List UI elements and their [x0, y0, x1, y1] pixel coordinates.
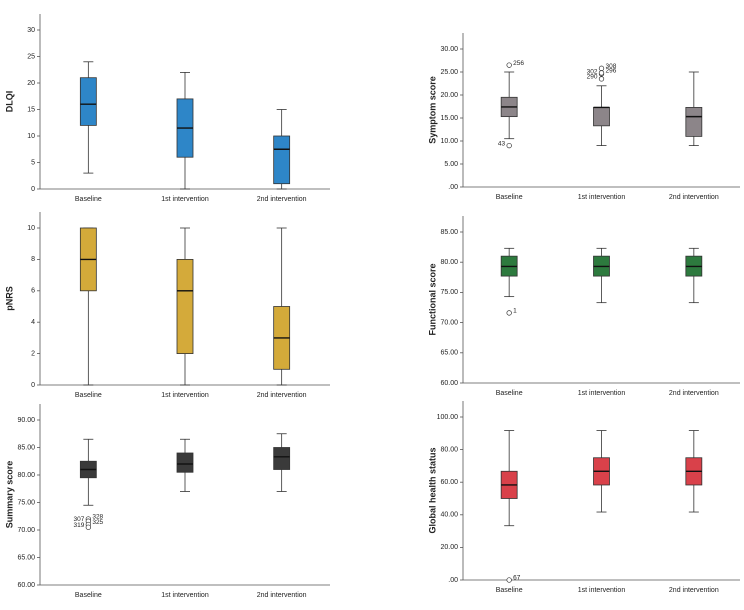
x-tick-label: 1st intervention: [161, 592, 209, 599]
y-tick-label: 90.00: [17, 417, 35, 424]
x-tick-label: 1st intervention: [578, 390, 626, 397]
outlier: [598, 70, 605, 76]
outlier-label: 290: [587, 74, 598, 81]
x-tick-label: 1st intervention: [161, 196, 209, 203]
x-tick-label: 2nd intervention: [669, 390, 719, 397]
outlier-label: 307: [73, 516, 84, 523]
y-tick-label: 10.00: [440, 138, 458, 145]
y-tick-label: 65.00: [17, 554, 35, 561]
y-tick-label: 85.00: [17, 444, 35, 451]
y-tick-label: 80.00: [440, 446, 458, 453]
y-tick-label: 20.00: [440, 544, 458, 551]
y-axis-label: Global health status: [427, 447, 437, 533]
outlier-label: 325: [92, 519, 103, 526]
x-tick-label: Baseline: [496, 587, 523, 594]
x-tick-label: Baseline: [496, 390, 523, 397]
outlier-label: 302: [587, 69, 598, 76]
box-plot: Summary score 60.00 65.00 70.00 75.00 80.00 85…: [4, 404, 330, 599]
y-tick-label: 70.00: [17, 527, 35, 534]
x-tick-label: Baseline: [75, 196, 102, 203]
outlier-label: 256: [513, 60, 524, 67]
outlier-label: 1: [513, 308, 517, 315]
box: [685, 107, 703, 137]
y-axis-label: Summary score: [4, 461, 14, 529]
y-tick-label: 25.00: [440, 69, 458, 76]
outlier: [506, 310, 512, 316]
outlier-label: 308: [606, 63, 617, 70]
x-tick-label: 2nd intervention: [257, 592, 307, 599]
y-tick-label: 60.00: [17, 582, 35, 589]
outlier-label: 328: [92, 514, 103, 521]
outlier: [506, 577, 512, 583]
y-tick-label: .00: [448, 184, 458, 191]
box: [593, 107, 610, 127]
y-axis-label: DLQI: [4, 91, 14, 113]
y-tick-label: 0: [31, 382, 35, 389]
x-tick-label: Baseline: [75, 392, 102, 399]
y-tick-label: 20.00: [440, 92, 458, 99]
y-axis-label: Symptom score: [427, 76, 437, 144]
y-tick-label: 15.00: [440, 115, 458, 122]
outlier: [506, 62, 512, 68]
box: [176, 258, 194, 354]
box-plot: Symptom score .00 5.00 10.00 15.00 20.00 25.00…: [427, 33, 740, 201]
y-tick-label: 75.00: [440, 289, 458, 296]
outlier-label: 67: [513, 575, 521, 582]
y-tick-label: 20: [27, 80, 35, 87]
x-tick-label: 1st intervention: [578, 194, 626, 201]
outlier-label: 43: [498, 140, 506, 147]
box-plot: pNRS 0 2 4 6 8 10 Baseline 1st intervention 2nd i…: [4, 212, 330, 399]
y-tick-label: 15: [27, 106, 35, 113]
y-tick-label: 40.00: [440, 512, 458, 519]
outlier: [598, 65, 605, 71]
y-axis-label: pNRS: [4, 286, 14, 311]
y-tick-label: 30: [27, 27, 35, 34]
y-tick-label: 4: [31, 319, 35, 326]
box: [176, 452, 194, 473]
y-tick-label: 10: [27, 133, 35, 140]
y-tick-label: 2: [31, 350, 35, 357]
y-tick-label: 100.00: [437, 414, 459, 421]
y-tick-label: 5: [31, 159, 35, 166]
y-tick-label: 75.00: [17, 499, 35, 506]
x-tick-label: 2nd intervention: [257, 392, 307, 399]
outlier-label: 319: [73, 522, 84, 529]
y-tick-label: 80.00: [17, 472, 35, 479]
y-tick-label: 60.00: [440, 479, 458, 486]
box-plot: Functional score 60.00 65.00 70.00 75.00 80.0…: [427, 216, 740, 397]
y-tick-label: 80.00: [440, 259, 458, 266]
box: [79, 77, 97, 126]
x-tick-label: Baseline: [496, 194, 523, 201]
outlier: [506, 142, 512, 149]
box: [273, 135, 291, 185]
y-tick-label: 10: [27, 225, 35, 232]
y-tick-label: 30.00: [440, 46, 458, 53]
y-tick-label: 85.00: [440, 229, 458, 236]
x-tick-label: 1st intervention: [578, 587, 626, 594]
outlier-label: 296: [606, 68, 617, 75]
y-tick-label: 5.00: [444, 161, 458, 168]
y-tick-label: 25: [27, 53, 35, 60]
y-tick-label: 70.00: [440, 319, 458, 326]
box-plot: Global health status .00 20.00 40.00 60.00 80…: [427, 401, 740, 594]
y-tick-label: .00: [448, 577, 458, 584]
y-tick-label: 0: [31, 186, 35, 193]
x-tick-label: 2nd intervention: [669, 194, 719, 201]
x-tick-label: Baseline: [75, 592, 102, 599]
x-tick-label: 2nd intervention: [669, 587, 719, 594]
x-tick-label: 1st intervention: [161, 392, 209, 399]
box: [273, 447, 291, 470]
y-tick-label: 6: [31, 288, 35, 295]
x-tick-label: 2nd intervention: [257, 196, 307, 203]
y-tick-label: 65.00: [440, 350, 458, 357]
outlier: [598, 76, 605, 82]
y-tick-label: 8: [31, 256, 35, 263]
outlier: [85, 524, 91, 530]
box-plot: DLQI 0 5 10 15 20 25 30 Baseline 1st intervention…: [4, 14, 330, 203]
y-tick-label: 60.00: [440, 380, 458, 387]
y-axis-label: Functional score: [427, 263, 437, 335]
